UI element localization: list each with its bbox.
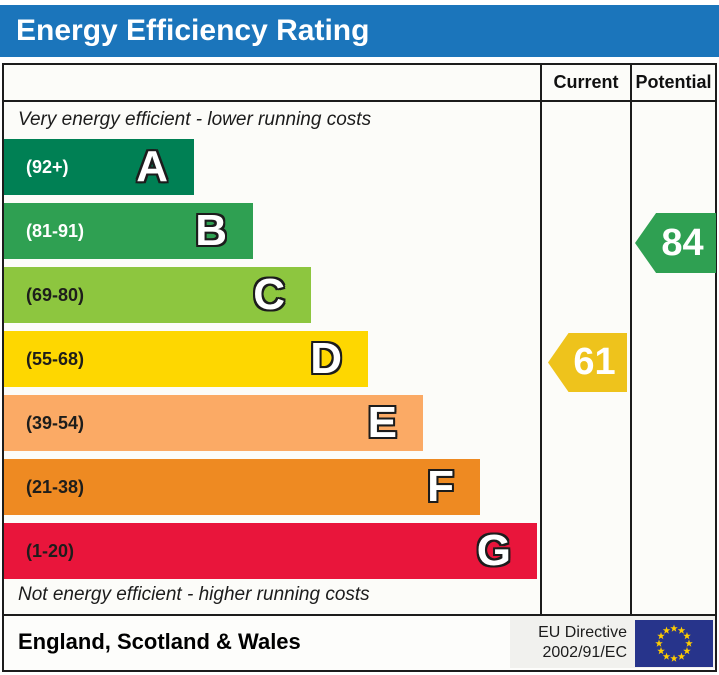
band-f-letter: F	[426, 462, 455, 511]
band-g-range: (1-20)	[26, 540, 75, 561]
band-b-range: (81-91)	[26, 220, 85, 241]
current-rating-value: 61	[573, 341, 616, 383]
rating-table: Current Potential Very energy efficient …	[2, 63, 717, 616]
potential-rating-marker: 84	[635, 213, 716, 273]
current-rating-marker: 61	[548, 333, 627, 392]
page-title: Energy Efficiency Rating	[16, 14, 370, 47]
title-bar: Energy Efficiency Rating	[0, 5, 719, 57]
region-label: England, Scotland & Wales	[18, 629, 301, 654]
band-e: (39-54) E	[4, 395, 423, 451]
band-g: (1-20) G	[4, 523, 537, 579]
band-d-letter: D	[309, 334, 343, 383]
band-c-range: (69-80)	[26, 284, 85, 305]
band-b: (81-91) B	[4, 203, 253, 259]
band-g-letter: G	[476, 526, 513, 575]
band-f-range: (21-38)	[26, 476, 85, 497]
band-d-range: (55-68)	[26, 348, 85, 369]
eu-directive-line1: EU Directive	[538, 624, 627, 641]
band-a: (92+) A	[4, 139, 194, 195]
header-divider	[4, 100, 715, 102]
band-e-range: (39-54)	[26, 412, 85, 433]
band-e-letter: E	[366, 398, 398, 447]
current-column-divider	[540, 65, 542, 614]
bottom-caption: Not energy efficient - higher running co…	[18, 584, 370, 605]
band-c-letter: C	[252, 270, 286, 319]
eu-flag-icon	[635, 620, 713, 667]
potential-column-header: Potential	[635, 72, 712, 92]
eu-directive-line2: 2002/91/EC	[542, 644, 627, 661]
potential-rating-value: 84	[661, 221, 704, 264]
top-caption: Very energy efficient - lower running co…	[18, 109, 372, 130]
eu-directive-label: EU Directive 2002/91/EC	[538, 623, 627, 663]
band-a-letter: A	[135, 142, 169, 191]
band-d: (55-68) D	[4, 331, 368, 387]
band-a-range: (92+)	[26, 156, 69, 177]
potential-column-divider	[630, 65, 632, 614]
current-column-header: Current	[553, 72, 619, 92]
band-c: (69-80) C	[4, 267, 311, 323]
band-f: (21-38) F	[4, 459, 480, 515]
band-b-letter: B	[194, 206, 228, 255]
footer: England, Scotland & Wales EU Directive 2…	[2, 616, 717, 672]
